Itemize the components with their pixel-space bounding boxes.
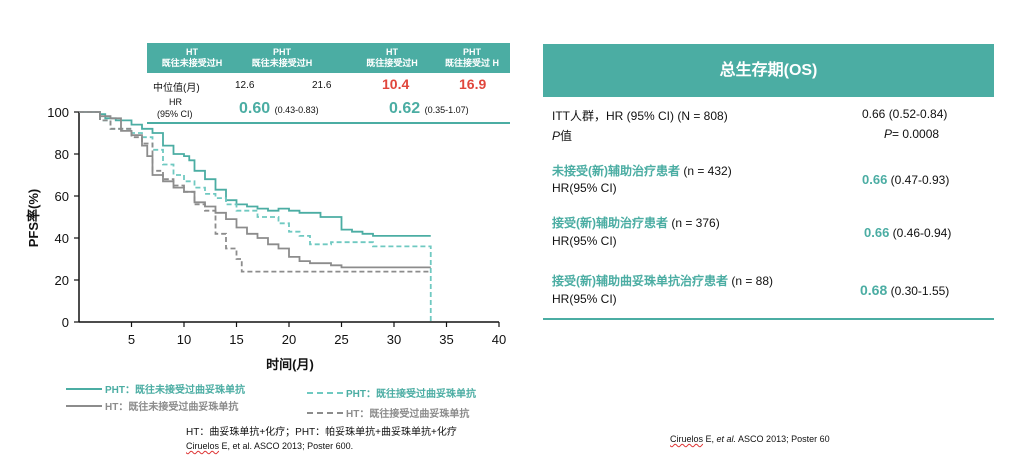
hr-naive-ci: (0.43-0.83) (274, 105, 319, 115)
legend-label-ht-prior: HT：既往接受过曲妥珠单抗 (346, 409, 470, 420)
table-divider (147, 122, 510, 124)
col4-line1: PHT (463, 47, 481, 57)
p-value-label: P值 (552, 129, 573, 143)
column-header-ht-prior: HT 既往接受过H (347, 43, 437, 73)
reference-left-author: Ciruelos (186, 441, 220, 451)
group2-hr-value: 0.66 (864, 225, 890, 240)
x-tick-label: 35 (439, 332, 453, 347)
col3-line1: HT (386, 47, 398, 57)
legend-label-ht-naive: HT：既往未接受过曲妥珠单抗 (105, 402, 239, 413)
x-tick-label: 15 (229, 332, 243, 347)
group2-name: 接受(新)辅助治疗患者 (552, 216, 668, 230)
x-tick-label: 5 (128, 332, 135, 347)
median-ht-naive: 12.6 (235, 80, 255, 91)
hr-row-label-ci: (95% CI) (157, 109, 193, 119)
col2-line2: 既往未接受过H (251, 58, 313, 68)
group3-hr: 0.68 (0.30-1.55) (860, 282, 949, 300)
group3-hr-value: 0.68 (860, 282, 888, 298)
hr-prior: 0.62 (0.35-1.07) (389, 100, 469, 118)
group1-name: 未接受(新)辅助治疗患者 (552, 164, 680, 178)
group2-hr: 0.66 (0.46-0.94) (864, 224, 951, 242)
group3-name: 接受(新)辅助曲妥珠单抗治疗患者 (552, 274, 728, 288)
legend-swatch-ht-naive (66, 405, 102, 407)
reference-left-rest: E, et al. ASCO 2013; Poster 600. (219, 441, 354, 451)
reference-right-rest: ASCO 2013; Poster 60 (736, 434, 830, 444)
group3-hr-ci: (0.30-1.55) (887, 284, 950, 298)
p-value-text: = 0.0008 (892, 127, 940, 141)
column-header-pht-naive: PHT 既往未接受过H (237, 43, 327, 73)
x-tick-label: 40 (492, 332, 506, 347)
col1-line2: 既往未接受过H (161, 58, 223, 68)
p-value-label-text: 值 (560, 129, 573, 143)
itt-label: ITT人群，HR (95% CI) (N = 808) (552, 109, 728, 123)
y-tick-label: 40 (55, 231, 69, 246)
group1-heading: 未接受(新)辅助治疗患者 (n = 432) (552, 162, 732, 180)
group1-n: (n = 432) (680, 164, 732, 178)
pfs-km-chart: 0 20 40 60 80 100 5 10 15 20 25 30 35 40 PFS率(%) 时间(月… (26, 105, 506, 372)
y-tick-label: 20 (55, 273, 69, 288)
hr-prior-value: 0.62 (389, 100, 421, 117)
abbreviation-footnote: HT：曲妥珠单抗+化疗；PHT：帕妥珠单抗+曲妥珠单抗+化疗 (186, 427, 457, 438)
x-tick-label: 20 (282, 332, 296, 347)
median-row-label: 中位值(月) (153, 83, 200, 94)
group2-heading: 接受(新)辅助治疗患者 (n = 376) (552, 214, 720, 232)
series-ht-prior (79, 111, 431, 273)
os-table-title: 总生存期(OS) (543, 44, 994, 97)
hr-prior-ci: (0.35-1.07) (424, 105, 469, 115)
group1-hr-ci: (0.47-0.93) (887, 173, 950, 187)
col3-line2: 既往接受过H (366, 58, 418, 68)
median-pht-naive: 21.6 (312, 80, 332, 91)
p-value: P= 0.0008 (884, 127, 940, 141)
y-tick-label: 100 (47, 105, 69, 120)
x-tick-label: 10 (177, 332, 191, 347)
legend-swatch-ht-prior (307, 412, 343, 414)
group2-n: (n = 376) (668, 216, 720, 230)
group3-heading: 接受(新)辅助曲妥珠单抗治疗患者 (n = 88) (552, 272, 773, 290)
chart-axes: 0 20 40 60 80 100 5 10 15 20 25 30 35 40 (47, 105, 506, 347)
column-header-ht-naive: HT 既往未接受过H (147, 43, 237, 73)
series-pht-naive (79, 111, 431, 237)
reference-right-etal: et al. (716, 434, 737, 444)
os-table-bottom-rule (543, 318, 994, 320)
hr-row-label: HR (169, 97, 182, 107)
legend-swatch-pht-naive (66, 388, 102, 390)
itt-value: 0.66 (0.52-0.84) (862, 107, 948, 121)
column-header-pht-prior: PHT 既往接受过 H (427, 43, 517, 73)
y-axis-title: PFS率(%) (26, 189, 41, 248)
x-axis-title: 时间(月) (266, 357, 314, 372)
median-ht-prior: 10.4 (382, 76, 410, 92)
y-tick-label: 0 (62, 315, 69, 330)
x-tick-label: 30 (387, 332, 401, 347)
group3-hr-label: HR(95% CI) (552, 292, 617, 306)
legend-label-pht-prior: PHT：既往接受过曲妥珠单抗 (346, 389, 476, 400)
reference-right-author: Ciruelos (670, 434, 704, 444)
reference-right: Ciruelos E, et al. ASCO 2013; Poster 60 (670, 434, 830, 444)
table-header-band: HT 既往未接受过H PHT 既往未接受过H HT 既往接受过H PHT 既往接… (147, 43, 510, 73)
y-tick-label: 80 (55, 147, 69, 162)
group1-hr-label: HR(95% CI) (552, 181, 617, 195)
group3-n: (n = 88) (728, 274, 774, 288)
col2-line1: PHT (273, 47, 291, 57)
group2-hr-ci: (0.46-0.94) (889, 226, 952, 240)
group2-hr-label: HR(95% CI) (552, 234, 617, 248)
y-tick-label: 60 (55, 189, 69, 204)
reference-left: Ciruelos E, et al. ASCO 2013; Poster 600… (186, 441, 353, 451)
chart-series (79, 111, 432, 322)
series-ht-naive (79, 111, 431, 269)
group1-hr-value: 0.66 (862, 172, 888, 187)
median-pht-prior: 16.9 (459, 76, 487, 92)
reference-right-mid: E, (703, 434, 717, 444)
series-pht-prior (79, 111, 432, 322)
group1-hr: 0.66 (0.47-0.93) (862, 171, 949, 189)
x-tick-label: 25 (334, 332, 348, 347)
col1-line1: HT (186, 47, 198, 57)
legend-swatch-pht-prior (307, 392, 343, 394)
legend-label-pht-naive: PHT：既往未接受过曲妥珠单抗 (105, 385, 245, 396)
hr-naive-value: 0.60 (239, 100, 271, 117)
hr-naive: 0.60 (0.43-0.83) (239, 100, 319, 118)
col4-line2: 既往接受过 H (444, 58, 499, 68)
